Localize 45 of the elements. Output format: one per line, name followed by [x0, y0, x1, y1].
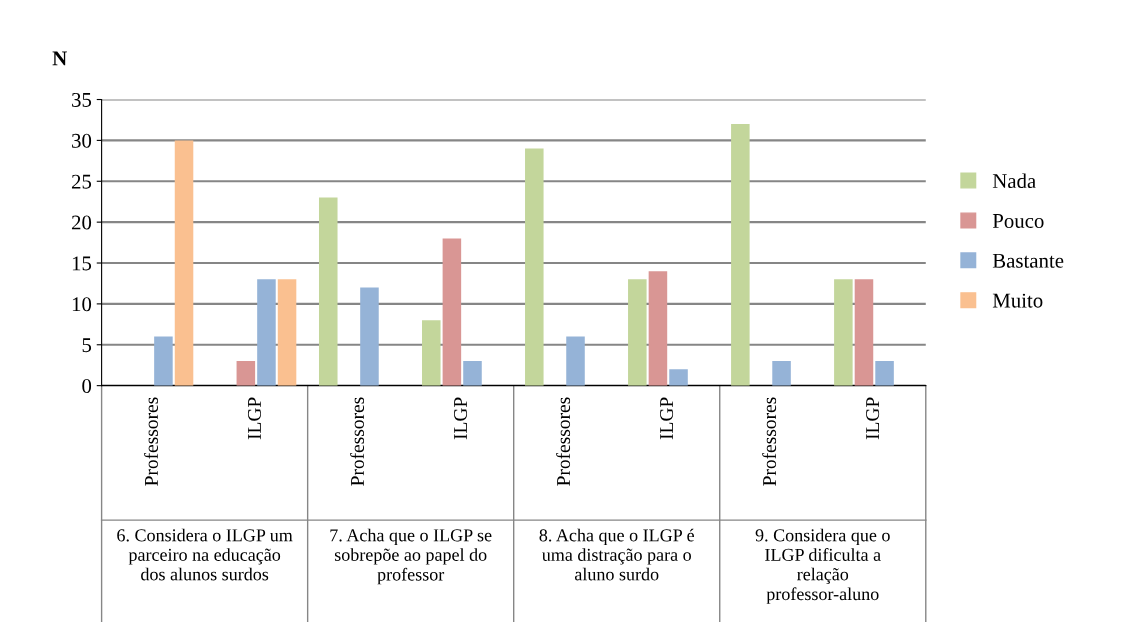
bar — [422, 320, 441, 386]
y-tick-label: 20 — [71, 215, 92, 230]
bar — [277, 279, 297, 386]
bar — [731, 124, 750, 386]
bar — [854, 279, 874, 386]
y-tick-label: 30 — [72, 133, 92, 148]
text: 9. Considera que o ILGP dificulta a relação professor-aluno — [755, 528, 890, 604]
bar — [236, 361, 256, 386]
y-tick-label: 15 — [72, 256, 92, 271]
x-tick-label: ILGP — [660, 397, 674, 440]
legend-label: Bastante — [992, 253, 1064, 268]
bar — [648, 271, 668, 386]
bar — [669, 369, 688, 386]
y-tick-label: 35 — [72, 92, 92, 107]
x-tick-label: ILGP — [453, 397, 468, 440]
text: 7. Acha que o ILGP se sobrepõe ao papel do professor — [330, 528, 492, 585]
bar — [257, 279, 276, 386]
text: 6. Considera o ILGP um parceiro na educação dos alunos surdos — [117, 528, 293, 581]
x-tick-label: Professores — [556, 397, 571, 486]
y-axis-title: N — [52, 51, 67, 66]
legend-label: Nada — [992, 173, 1036, 189]
bar — [628, 279, 647, 386]
x-tick-label: Professores — [350, 397, 365, 486]
bar — [834, 279, 853, 386]
bar — [463, 361, 482, 386]
bar — [875, 361, 894, 386]
y-tick-label: 5 — [82, 338, 92, 353]
y-tick-label: 0 — [82, 379, 92, 394]
y-tick-label: 10 — [72, 297, 92, 312]
bar — [442, 238, 462, 386]
x-tick-label: ILGP — [866, 397, 880, 440]
bar — [566, 336, 585, 386]
bar — [174, 140, 194, 386]
x-tick-label: ILGP — [247, 397, 262, 440]
x-tick-label: Professores — [144, 397, 158, 486]
x-tick-label: Professores — [762, 397, 777, 486]
bar — [525, 148, 544, 386]
bar — [772, 361, 791, 386]
legend-label: Muito — [992, 293, 1043, 308]
legend-label: Pouco — [992, 214, 1044, 228]
bar — [154, 336, 173, 386]
bar — [318, 197, 338, 386]
y-tick-label: 25 — [71, 174, 92, 189]
bar — [360, 287, 379, 386]
text: 8. Acha que o ILGP é uma distração para o aluno surdo — [539, 528, 694, 581]
